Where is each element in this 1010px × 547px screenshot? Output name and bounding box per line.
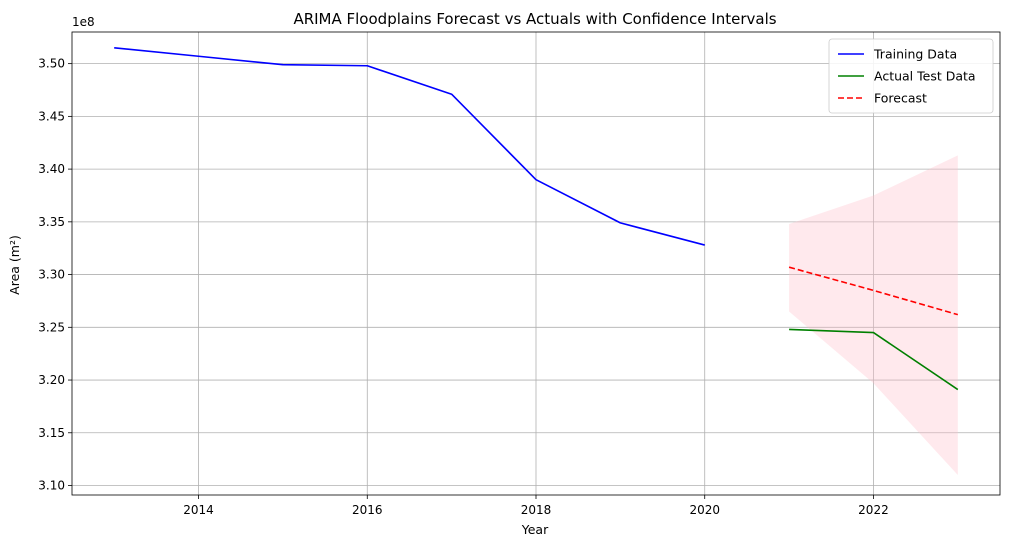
series-line-0 bbox=[114, 47, 705, 246]
series-line-1 bbox=[789, 328, 959, 391]
y-axis-offset-label: 1e8 bbox=[72, 15, 95, 29]
y-tick-label-8: 3.50 bbox=[38, 57, 65, 71]
legend: Training Data Actual Test Data Forecast bbox=[828, 38, 994, 114]
legend-label-1: Actual Test Data bbox=[874, 69, 976, 84]
series-line-2 bbox=[788, 266, 959, 316]
y-tick-label-6: 3.40 bbox=[38, 162, 65, 176]
y-tick-label-4: 3.30 bbox=[38, 268, 65, 282]
y-tick-label-7: 3.45 bbox=[38, 109, 65, 123]
chart-title: ARIMA Floodplains Forecast vs Actuals wi… bbox=[293, 10, 776, 28]
confidence-interval-band bbox=[789, 155, 958, 475]
y-axis-title: Area (m²) bbox=[7, 235, 22, 295]
x-tick-label-2: 2018 bbox=[521, 503, 552, 517]
x-tick-label-4: 2022 bbox=[858, 503, 889, 517]
y-tick-label-0: 3.10 bbox=[38, 479, 65, 493]
x-tick-label-3: 2020 bbox=[689, 503, 720, 517]
legend-label-0: Training Data bbox=[873, 47, 957, 62]
y-tick-label-5: 3.35 bbox=[38, 215, 65, 229]
legend-box bbox=[828, 38, 994, 114]
y-tick-label-2: 3.20 bbox=[38, 373, 65, 387]
y-tick-label-3: 3.25 bbox=[38, 320, 65, 334]
x-tick-label-0: 2014 bbox=[183, 503, 214, 517]
legend-label-2: Forecast bbox=[874, 91, 927, 106]
plot-area: 2014 2016 2018 2020 2022 3.10 3.15 3.20 3.25 3.30… bbox=[38, 31, 1001, 517]
y-tick-label-1: 3.15 bbox=[38, 426, 65, 440]
x-tick-label-1: 2016 bbox=[352, 503, 383, 517]
x-axis-title: Year bbox=[521, 522, 549, 537]
